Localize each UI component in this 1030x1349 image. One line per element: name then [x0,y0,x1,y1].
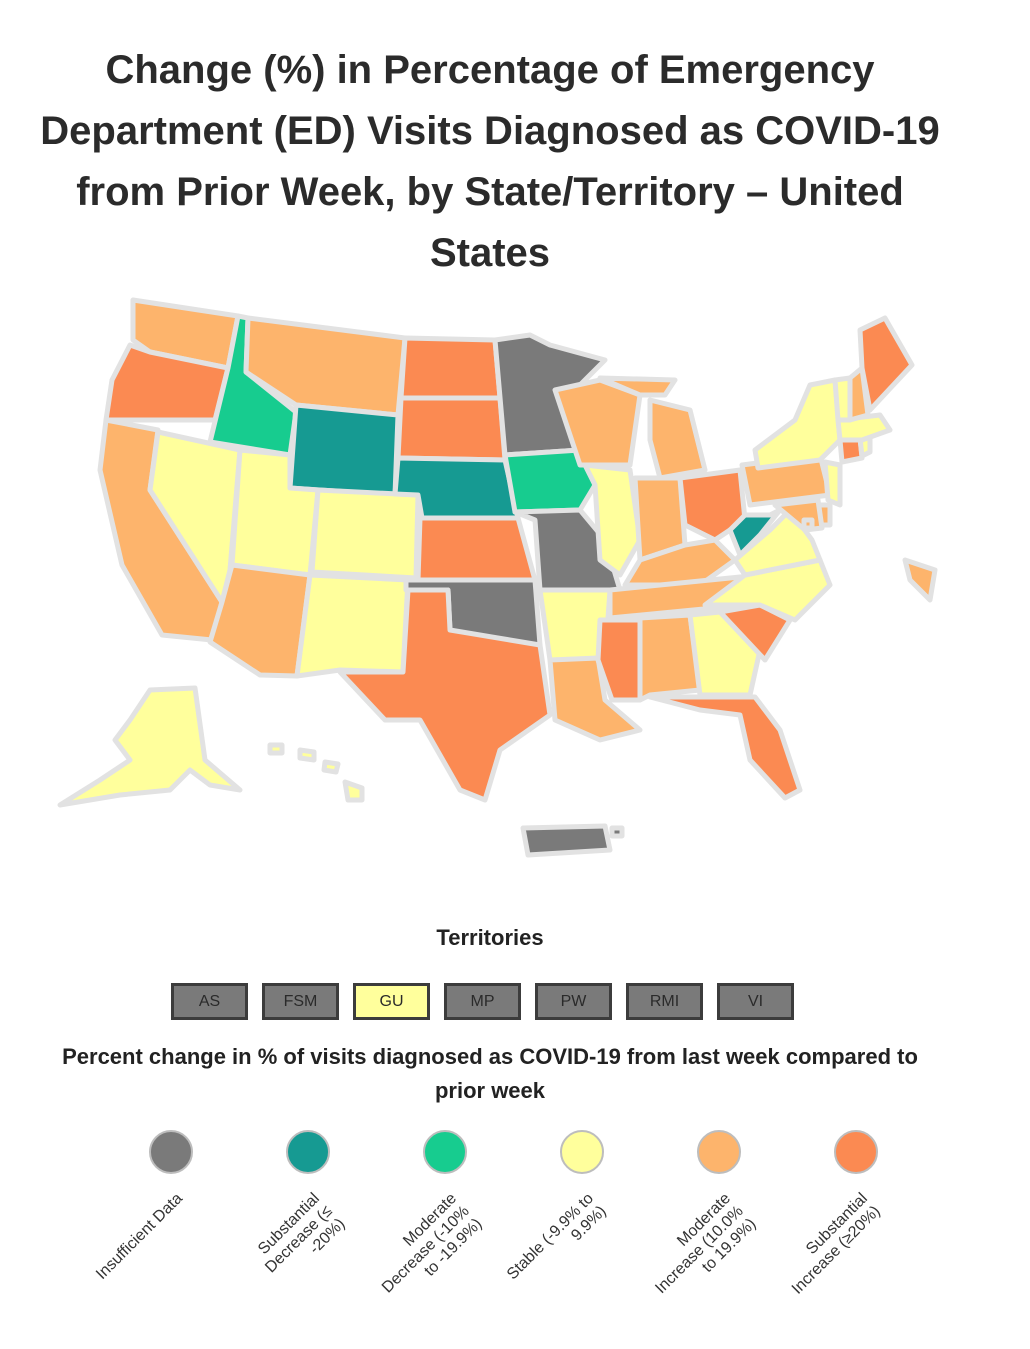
state-PR[interactable] [520,823,613,858]
state-NM[interactable] [294,572,411,679]
legend-swatch [286,1130,330,1174]
state-MI[interactable] [597,375,708,481]
legend-label: Substantial Decrease (≤ -20%) [255,1190,349,1277]
legend-title: Percent change in % of visits diagnosed … [62,1044,918,1103]
territory-mp-button[interactable]: MP [444,983,521,1020]
legend-item-substantial-decrease: Substantial Decrease (≤ -20%) [255,1130,348,1330]
state-AK[interactable] [57,685,243,808]
legend-swatch [697,1130,741,1174]
state-CO[interactable] [309,487,421,581]
legend-label: Moderate Increase (10.0% to 19.9%) [652,1190,760,1298]
legend-label: Stable (-9.9% to 9.9%) [503,1190,610,1284]
state-HI[interactable] [342,779,365,803]
territory-gu-button[interactable]: GU [353,983,430,1020]
state-TX[interactable] [337,587,553,803]
state-WI[interactable] [552,377,643,468]
legend-label: Substantial Increase (≥20%) [788,1190,884,1298]
territory-pw-button[interactable]: PW [535,983,612,1020]
state-IL[interactable] [582,462,643,578]
state-KS[interactable] [415,515,538,583]
state-DC[interactable] [801,517,815,531]
state-ME[interactable] [857,315,915,413]
us-virgin-islands-shape [609,825,625,839]
page-title: Change (%) in Percentage of Emergency De… [40,48,940,275]
territory-vi-button[interactable]: VI [717,983,794,1020]
legend-swatch [423,1130,467,1174]
state-GA[interactable] [687,609,763,698]
territory-buttons: AS FSM GU MP PW RMI VI [171,983,794,1023]
map-svg [57,297,938,858]
legend-item-moderate-decrease: Moderate Decrease (-10% to -19.9%) [379,1130,485,1330]
hawaii-islet-3 [321,759,341,775]
us-state-map [0,280,1030,880]
legend-swatch [834,1130,878,1174]
hawaii-islet-1 [267,742,285,756]
territory-rmi-button[interactable]: RMI [626,983,703,1020]
territories-heading: Territories [436,925,544,950]
state-NJ[interactable] [822,459,843,508]
legend-item-insufficient: Insufficient Data [93,1130,202,1330]
state-SD[interactable] [395,395,508,463]
state-IA[interactable] [502,447,598,515]
state-AZ[interactable] [207,562,313,679]
legend-item-moderate-increase: Moderate Increase (10.0% to 19.9%) [652,1130,759,1330]
legend-label: Moderate Decrease (-10% to -19.9%) [378,1190,486,1297]
state-MS[interactable] [595,617,643,703]
legend-swatch [149,1130,193,1174]
legend-label: Insufficient Data [93,1190,187,1283]
state-WY[interactable] [287,402,401,498]
legend-item-stable: Stable (-9.9% to 9.9%) [504,1130,613,1330]
territory-as-button[interactable]: AS [171,983,248,1020]
territory-fsm-button[interactable]: FSM [262,983,339,1020]
state-ND[interactable] [398,335,503,401]
hawaii-islet-2 [297,747,317,763]
state-DE-marker [902,557,938,603]
state-AL[interactable] [637,612,703,703]
state-FL[interactable] [647,694,803,801]
legend-item-substantial-increase: Substantial Increase (≥20%) [789,1130,887,1330]
state-NY[interactable] [752,377,843,471]
legend-swatch [560,1130,604,1174]
legend: Insufficient Data Substantial Decrease (≤… [0,1120,1030,1349]
